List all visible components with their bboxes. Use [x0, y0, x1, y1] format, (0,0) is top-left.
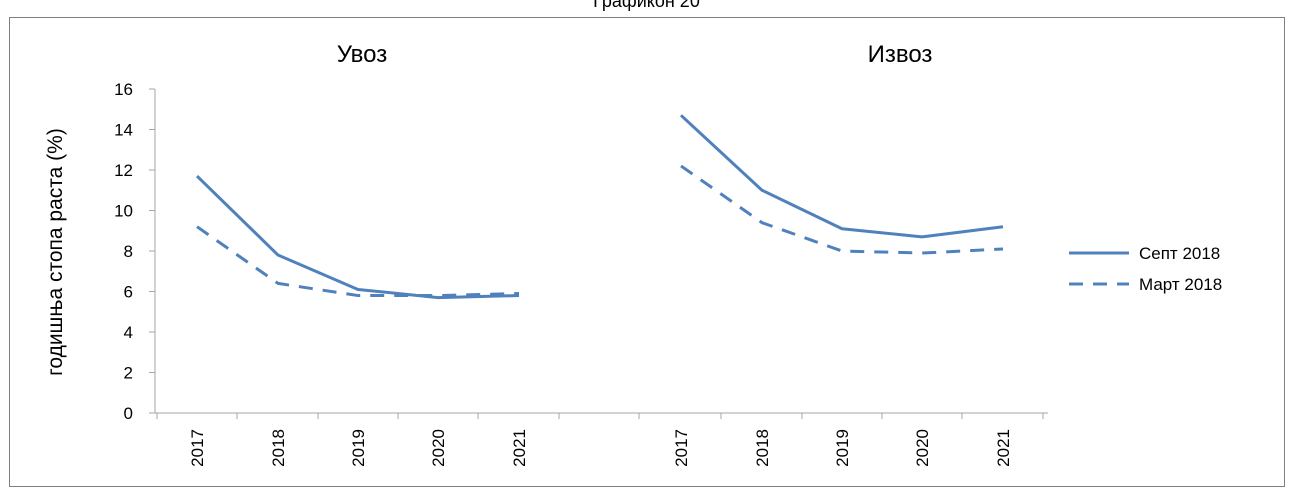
- x-tick-label: 2019: [349, 429, 368, 467]
- series-lines: [195, 114, 1004, 300]
- legend-label: Септ 2018: [1139, 244, 1220, 263]
- y-tick-label: 10: [114, 202, 133, 221]
- legend: Септ 2018 Март 2018: [1069, 244, 1222, 294]
- series-line-mart-2018: [196, 225, 520, 298]
- series-line-mart-2018: [680, 164, 1004, 255]
- figure-title: Графикон 20: [593, 0, 700, 11]
- y-tick-label: 16: [114, 80, 133, 99]
- y-tick-label: 8: [124, 242, 133, 261]
- panel-titles: Увоз Извоз: [337, 41, 933, 68]
- x-tick-label: 2021: [994, 429, 1013, 467]
- x-tick-label: 2019: [833, 429, 852, 467]
- y-tick-label: 2: [124, 364, 133, 383]
- x-tick-label: 2017: [672, 429, 691, 467]
- series-line-sept-2018: [679, 114, 1004, 239]
- x-tick-label: 2020: [429, 429, 448, 467]
- panel-title: Увоз: [337, 41, 387, 68]
- y-tick-label: 0: [124, 404, 133, 423]
- x-tick-label: 2018: [753, 429, 772, 467]
- y-tick-label: 4: [124, 323, 133, 342]
- y-tick-label: 12: [114, 161, 133, 180]
- y-axis-label: годишња стопа раста (%): [44, 128, 67, 376]
- panel-title: Извоз: [868, 41, 933, 68]
- y-tick-label: 14: [114, 121, 133, 140]
- series-line-sept-2018: [195, 175, 520, 300]
- y-tick-label: 6: [124, 283, 133, 302]
- x-tick-label: 2020: [913, 429, 932, 467]
- x-tick-label: 2018: [269, 429, 288, 467]
- legend-label: Март 2018: [1139, 275, 1222, 294]
- axes: 0 2 4 6 8 10 12 14 16 2017 2018 2019 2020 2021 2017 201…: [114, 80, 1048, 467]
- x-tick-label: 2021: [510, 429, 529, 467]
- x-tick-label: 2017: [188, 429, 207, 467]
